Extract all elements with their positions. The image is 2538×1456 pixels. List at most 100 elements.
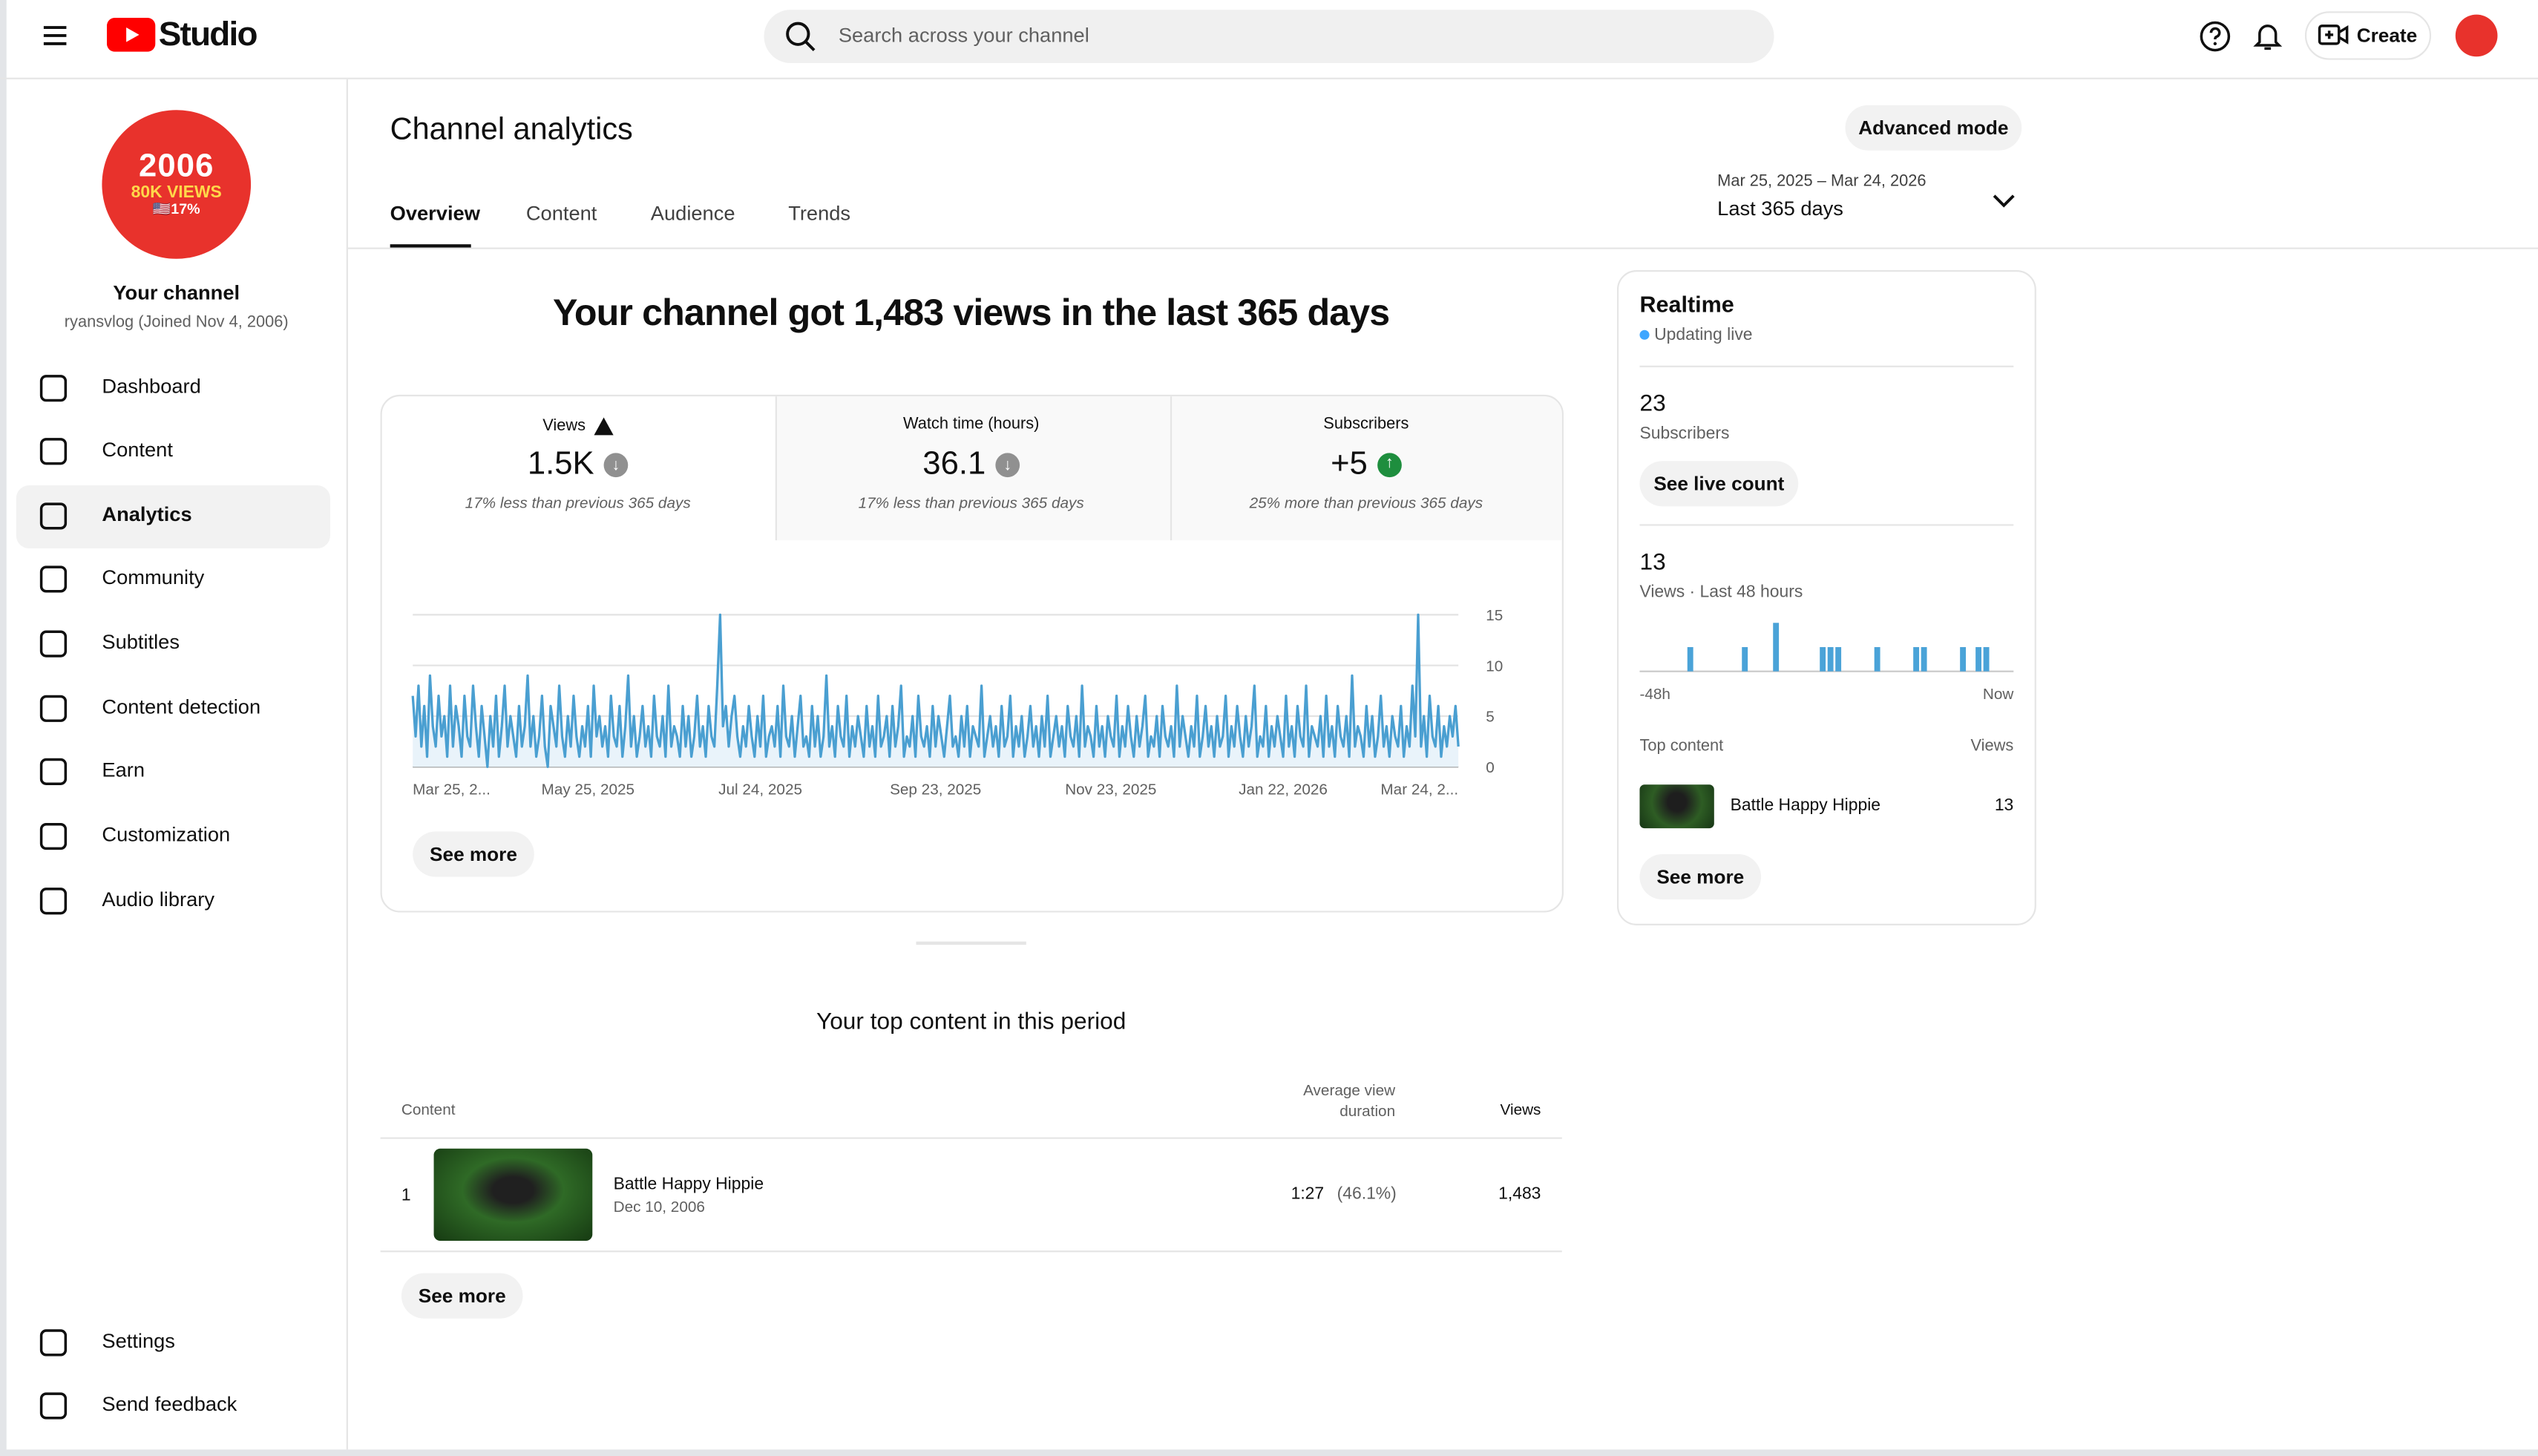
nav-icon-shape bbox=[39, 888, 68, 915]
realtime-title: Realtime bbox=[1639, 291, 1734, 318]
nav-item[interactable]: Customization bbox=[102, 823, 231, 847]
video-thumbnail[interactable] bbox=[433, 1148, 593, 1242]
video-title[interactable]: Battle Happy Hippie bbox=[613, 1174, 764, 1194]
menu-button[interactable] bbox=[39, 19, 71, 52]
metric-label-row: Watch time (hours) bbox=[810, 416, 1133, 434]
metric-value: +5 bbox=[1331, 446, 1368, 482]
realtime-divider bbox=[1639, 524, 2014, 526]
search-icon bbox=[786, 22, 816, 51]
tab[interactable]: Audience bbox=[650, 202, 735, 226]
content-header-border bbox=[347, 247, 2538, 249]
page-title: Channel analytics bbox=[390, 113, 633, 148]
search-bar[interactable] bbox=[764, 10, 1774, 64]
nav-icon[interactable] bbox=[37, 628, 70, 660]
video-date: Dec 10, 2006 bbox=[613, 1198, 705, 1217]
channel-subtitle: ryansvlog (Joined Nov 4, 2006) bbox=[64, 313, 289, 332]
advanced-mode-button[interactable]: Advanced mode bbox=[1845, 105, 2022, 151]
nav-item[interactable]: Subtitles bbox=[102, 631, 180, 654]
live-dot bbox=[1639, 329, 1650, 340]
avatar-line: 🇺🇸17% bbox=[152, 200, 200, 217]
nav-item[interactable]: Content bbox=[102, 438, 173, 462]
avatar-line: 80K VIEWS bbox=[131, 183, 222, 203]
trend-icon: ↑ bbox=[995, 452, 1020, 477]
date-dropdown[interactable] bbox=[1991, 189, 2017, 212]
realtime-item-title[interactable]: Battle Happy Hippie bbox=[1730, 796, 1881, 816]
metric-divider bbox=[1170, 396, 1173, 541]
avg-percent: (46.1%) bbox=[1337, 1184, 1397, 1204]
nav-item[interactable]: Analytics bbox=[102, 502, 192, 526]
see-live-count-button[interactable]: See live count bbox=[1639, 461, 1799, 507]
logo-text[interactable]: Studio bbox=[158, 16, 258, 53]
nav-item[interactable]: Audio library bbox=[102, 888, 214, 911]
tab[interactable]: Content bbox=[525, 202, 597, 226]
logo-icon[interactable] bbox=[106, 17, 156, 52]
see-more-button[interactable]: See more bbox=[401, 1273, 523, 1319]
metric-value-row: 36.1 ↑ bbox=[810, 448, 1133, 481]
nav-icon[interactable] bbox=[37, 372, 70, 404]
realtime-thumbnail[interactable] bbox=[1639, 784, 1714, 829]
see-more-button[interactable]: See more bbox=[413, 831, 534, 877]
metric-delta: 25% more than previous 365 days bbox=[1249, 495, 1483, 514]
nav-icon[interactable] bbox=[37, 820, 70, 853]
metric-label-row: Views bbox=[416, 417, 740, 436]
section-divider bbox=[916, 941, 1026, 945]
nav-icon[interactable] bbox=[37, 885, 70, 917]
nav-item[interactable]: Earn bbox=[102, 758, 145, 781]
realtime-card bbox=[1616, 270, 2036, 925]
nav-icon-shape bbox=[39, 822, 68, 850]
row-rank: 1 bbox=[401, 1185, 411, 1206]
metric-value-row: 1.5K ↑ bbox=[416, 448, 740, 481]
realtime-divider bbox=[1639, 365, 2014, 367]
channel-title: Your channel bbox=[113, 281, 240, 304]
date-range: Mar 25, 2025 – Mar 24, 2026 bbox=[1717, 173, 1927, 191]
top-content-label: Top content bbox=[1639, 738, 1724, 756]
nav-icon[interactable] bbox=[37, 563, 70, 596]
tab[interactable]: Overview bbox=[390, 202, 480, 226]
column-header: Views bbox=[1500, 1101, 1541, 1120]
date-label: Last 365 days bbox=[1717, 197, 1843, 220]
headline: Your channel got 1,483 views in the last… bbox=[553, 291, 1390, 334]
subscriber-label: Subscribers bbox=[1639, 424, 1730, 444]
nav-icon[interactable] bbox=[37, 435, 70, 468]
create-button[interactable] bbox=[2304, 11, 2432, 60]
nav-icon-shape bbox=[39, 758, 68, 785]
nav-icon[interactable] bbox=[37, 692, 70, 725]
account-avatar[interactable] bbox=[2455, 14, 2498, 57]
notifications-icon[interactable] bbox=[2252, 19, 2284, 53]
metric-delta: 17% less than previous 365 days bbox=[465, 495, 691, 514]
nav-item[interactable]: Community bbox=[102, 566, 205, 589]
metric-value-row: +5 ↑ bbox=[1204, 448, 1528, 481]
row-views: 1,483 bbox=[1498, 1184, 1541, 1204]
avatar-line: 2006 bbox=[139, 149, 214, 186]
tab[interactable]: Trends bbox=[788, 202, 851, 226]
realtime-views-label: Views · Last 48 hours bbox=[1639, 582, 1803, 602]
nav-icon[interactable] bbox=[37, 755, 70, 788]
nav-icon[interactable] bbox=[37, 1390, 70, 1423]
nav-icon-shape bbox=[39, 502, 68, 530]
frame-bottom bbox=[0, 1449, 2538, 1456]
header-border bbox=[0, 77, 2538, 79]
metric-value: 1.5K bbox=[527, 446, 594, 482]
create-label: Create bbox=[2356, 24, 2418, 47]
avg-duration: 1:27 bbox=[1291, 1184, 1325, 1204]
nav-item[interactable]: Dashboard bbox=[102, 375, 201, 399]
metric-label: Watch time (hours) bbox=[902, 416, 1040, 434]
channel-avatar: 2006 80K VIEWS 🇺🇸17% bbox=[102, 110, 252, 259]
nav-icon-shape bbox=[39, 695, 68, 722]
top-content-title: Your top content in this period bbox=[816, 1009, 1127, 1036]
nav-item[interactable]: Content detection bbox=[102, 695, 261, 718]
see-more-button[interactable]: See more bbox=[1639, 854, 1762, 900]
metric-delta: 17% less than previous 365 days bbox=[858, 495, 1084, 514]
nav-icon-shape bbox=[39, 438, 68, 465]
nav-icon[interactable] bbox=[37, 1327, 70, 1360]
nav-item[interactable]: Send feedback bbox=[102, 1392, 237, 1416]
help-icon[interactable] bbox=[2198, 19, 2232, 53]
nav-icon[interactable] bbox=[37, 500, 70, 533]
subscriber-count: 23 bbox=[1639, 391, 1666, 418]
trend-icon: ↑ bbox=[1377, 452, 1402, 477]
nav-icon-shape bbox=[39, 630, 68, 658]
table-line bbox=[380, 1250, 1562, 1253]
nav-item[interactable]: Settings bbox=[102, 1329, 175, 1353]
